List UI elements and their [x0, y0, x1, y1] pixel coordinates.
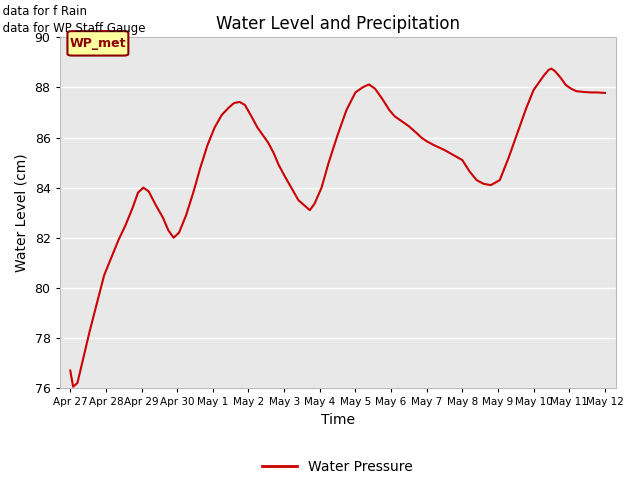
Y-axis label: Water Level (cm): Water Level (cm): [15, 154, 29, 272]
Legend: Water Pressure: Water Pressure: [257, 454, 419, 479]
X-axis label: Time: Time: [321, 413, 355, 427]
Text: No data for WP Staff Gauge: No data for WP Staff Gauge: [0, 22, 145, 35]
Text: WP_met: WP_met: [70, 37, 126, 50]
FancyBboxPatch shape: [67, 31, 129, 56]
Text: No data for f Rain: No data for f Rain: [0, 5, 87, 18]
Title: Water Level and Precipitation: Water Level and Precipitation: [216, 15, 460, 33]
